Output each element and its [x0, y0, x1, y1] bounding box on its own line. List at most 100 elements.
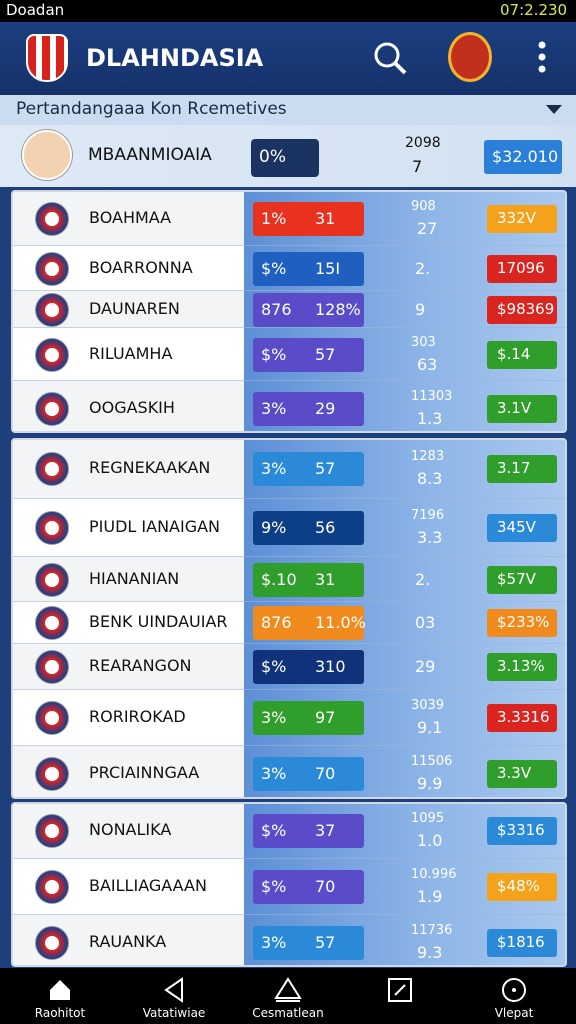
percent: 9% [261, 518, 287, 537]
stat-pill: $% 57 [253, 337, 364, 372]
team-row[interactable]: BENK UINDAUIAR 876 11.0% 03 $233% [13, 601, 565, 643]
score: 57 [315, 344, 336, 364]
summary-row[interactable]: MBAANMIOAIA 0% 2098 7 $32.010 [0, 125, 576, 187]
stat-pill: 3% 57 [253, 925, 364, 960]
team-row[interactable]: OOGASKIH 3% 29 11303 1.3 3.1V [13, 380, 565, 431]
team-row[interactable]: BAILLIAGAAAN $% 70 10.996 1.9 $48% [13, 858, 565, 914]
amount-badge: $98369 [487, 295, 557, 324]
stat-pill: 3% 70 [253, 757, 364, 791]
nav-button[interactable]: Raohitot [15, 968, 105, 1024]
team-row[interactable]: BOAHMAA 1% 31 908 27 332V [13, 192, 565, 245]
amount-badge: $57V [487, 565, 557, 594]
amount: 3.17 [497, 459, 531, 477]
score: 11.0% [315, 613, 366, 632]
summary-amount-text: $32.010 [492, 147, 559, 166]
section-bar[interactable]: Pertandangaaa Kon Rcemetives [0, 95, 576, 125]
stat-bottom: 8.3 [417, 469, 443, 488]
nav-button[interactable]: Vatatiwiae [129, 968, 219, 1024]
amount-badge: 3.1V [487, 394, 557, 423]
score: 70 [315, 764, 336, 783]
percent: $% [261, 344, 287, 364]
team-crest [35, 650, 69, 684]
team-name: RORIROKAD [89, 707, 186, 726]
row-group: NONALIKA $% 37 1095 1.0 $3316 BAILLIAGAAAN $% 70… [11, 802, 567, 967]
team-row[interactable]: NONALIKA $% 37 1095 1.0 $3316 [13, 804, 565, 858]
stat-bottom: 2. [415, 258, 431, 278]
amount-badge: $1816 [487, 928, 557, 957]
nav-icon [274, 977, 302, 1002]
stat-pill: $% 70 [253, 870, 364, 904]
nav-icon [50, 980, 70, 1000]
stat-pill: 9% 56 [253, 511, 364, 545]
nav-button[interactable]: Vlepat [469, 968, 559, 1024]
bottom-nav: Raohitot Vatatiwiae Cesmatlean Vlepat [0, 968, 576, 1024]
team-crest [35, 925, 69, 960]
team-row[interactable]: RORIROKAD 3% 97 3039 9.1 3.3316 [13, 689, 565, 745]
dropdown-arrow [546, 105, 562, 114]
carrier: Doadan [6, 1, 65, 19]
nav-button[interactable]: Cesmatlean [243, 968, 333, 1024]
team-name: OOGASKIH [89, 397, 175, 417]
score: 70 [315, 877, 336, 896]
stat-top: 11506 [411, 754, 453, 769]
score: 31 [315, 569, 336, 589]
score: 29 [315, 398, 336, 418]
stat-top: 11736 [411, 922, 453, 938]
stat-bottom: 3.3 [417, 528, 443, 547]
avatar [22, 130, 72, 180]
team-name: BENK UINDAUIAR [89, 612, 228, 631]
team-row[interactable]: BOARRONNA $% 15I 2. 17096 [13, 245, 565, 290]
stat-pill: $% 15I [253, 251, 364, 286]
team-row[interactable]: RILUAMHA $% 57 303 63 $.14 [13, 327, 565, 380]
nav-button[interactable] [355, 968, 445, 1024]
logo [26, 34, 68, 82]
team-row[interactable]: RAUANKA 3% 57 11736 9.3 $1816 [13, 914, 565, 965]
score: 31 [315, 208, 336, 228]
percent: $% [261, 821, 287, 840]
amount-badge: 3.13% [487, 653, 557, 681]
menu-button[interactable] [534, 40, 550, 76]
nav-label: Vlepat [494, 1006, 534, 1020]
amount-badge: 3.17 [487, 455, 557, 483]
clock: 07:2.230 [500, 1, 568, 19]
stat-pill: 3% 57 [253, 452, 364, 486]
team-row[interactable]: PRCIAINNGAA 3% 70 11506 9.9 3.3V [13, 745, 565, 797]
amount: $48% [497, 877, 540, 895]
team-crest [35, 511, 69, 545]
team-row[interactable]: REGNEKAAKAN 3% 57 1283 8.3 3.17 [13, 440, 565, 498]
stat-bottom: 63 [417, 354, 438, 374]
stat-pill: 876 11.0% [253, 606, 366, 640]
stat-pill: $% 310 [253, 650, 364, 684]
nav-label: Raohitot [34, 1006, 86, 1020]
amount-badge: 17096 [487, 254, 557, 283]
team-crest [35, 201, 69, 236]
stat-bottom: 1.3 [417, 408, 443, 428]
amount: 3.3316 [497, 708, 550, 726]
stat-top: 908 [411, 198, 436, 214]
team-crest [35, 391, 69, 426]
score: 57 [315, 459, 336, 478]
team-crest [35, 606, 69, 640]
status-bar: Doadan 07:2.230 [0, 0, 576, 22]
team-row[interactable]: HIANANIAN $.10 31 2. $57V [13, 556, 565, 601]
amount-badge: $233% [487, 609, 557, 637]
score: 128% [315, 299, 361, 319]
stat-pill: $.10 31 [253, 562, 364, 597]
stat-pill: 3% 97 [253, 701, 364, 735]
team-row[interactable]: REARANGON $% 310 29 3.13% [13, 643, 565, 689]
section-title: Pertandangaaa Kon Rcemetives [16, 99, 287, 119]
percent: 876 [261, 613, 292, 632]
team-row[interactable]: PIUDL IANAIGAN 9% 56 7196 3.3 345V [13, 498, 565, 556]
amount-badge: 3.3316 [487, 704, 557, 732]
team-name: RILUAMHA [89, 343, 173, 363]
score: 310 [315, 657, 346, 676]
stat-top: 3039 [411, 698, 445, 713]
team-name: BOARRONNA [89, 257, 193, 277]
nav-icon [164, 977, 183, 1003]
team-row[interactable]: DAUNAREN 876 128% 9 $98369 [13, 290, 565, 327]
club-badge[interactable] [448, 32, 492, 82]
stat-bottom: 9.1 [417, 718, 443, 737]
search-button[interactable] [372, 40, 408, 76]
